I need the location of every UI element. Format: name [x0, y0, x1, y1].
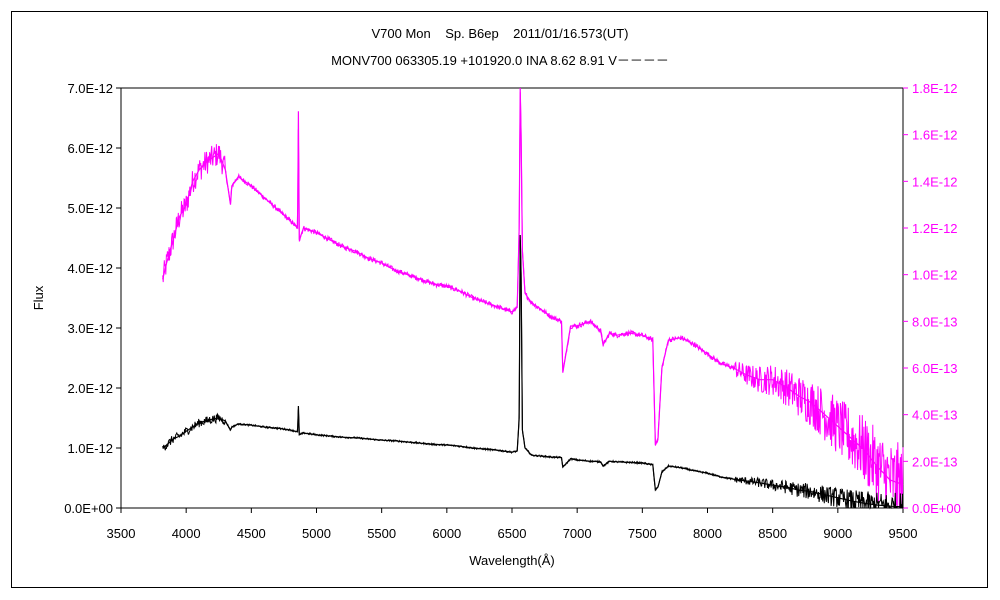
y-tick-label: 4.0E-12 — [67, 261, 113, 276]
y2-tick-label: 8.0E-13 — [912, 314, 958, 329]
x-tick-label: 3500 — [107, 526, 136, 541]
series-line — [162, 87, 904, 486]
y2-tick-label: 1.4E-12 — [912, 174, 958, 189]
y-tick-label: 1.0E-12 — [67, 441, 113, 456]
y-tick-label: 2.0E-12 — [67, 381, 113, 396]
x-axis: 3500 4000 4500 5000 5500 6000 6500 7000 7500 8000… — [107, 508, 918, 541]
chart-frame — [11, 11, 988, 588]
y2-tick-label: 1.8E-12 — [912, 81, 958, 96]
y2-tick-label: 1.6E-12 — [912, 128, 958, 143]
x-axis-label: Wavelength(Å) — [469, 553, 555, 568]
x-tick-label: 7500 — [628, 526, 657, 541]
x-tick-label: 6500 — [498, 526, 527, 541]
x-tick-label: 4000 — [172, 526, 201, 541]
y2-tick-label: 1.0E-12 — [912, 268, 958, 283]
x-tick-label: 6000 — [432, 526, 461, 541]
x-tick-label: 7000 — [563, 526, 592, 541]
x-tick-label: 9000 — [823, 526, 852, 541]
y-axis-label: Flux — [31, 285, 46, 310]
y-axis-right: 0.0E+00 2.0E-13 4.0E-13 6.0E-13 8.0E-13 1.0E-… — [903, 81, 961, 516]
series-right-axis — [162, 87, 904, 509]
y2-tick-label: 6.0E-13 — [912, 361, 958, 376]
y2-tick-label: 2.0E-13 — [912, 454, 958, 469]
plot-area — [120, 87, 904, 509]
y-tick-label: 6.0E-12 — [67, 141, 113, 156]
y-tick-label: 0.0E+00 — [64, 501, 113, 516]
y2-tick-label: 1.2E-12 — [912, 221, 958, 236]
x-tick-label: 4500 — [237, 526, 266, 541]
x-tick-label: 8500 — [758, 526, 787, 541]
y-tick-label: 5.0E-12 — [67, 201, 113, 216]
x-tick-label: 5500 — [367, 526, 396, 541]
y2-tick-label: 4.0E-13 — [912, 408, 958, 423]
chart-subtitle: MONV700 063305.19 +101920.0 INA 8.62 8.9… — [331, 53, 669, 68]
chart-title: V700 Mon Sp. B6ep 2011/01/16.573(UT) — [371, 26, 629, 41]
series-layer — [162, 87, 904, 510]
y-axis-left: 0.0E+00 1.0E-12 2.0E-12 3.0E-12 4.0E-12 5.0E-… — [64, 81, 121, 516]
x-tick-label: 8000 — [693, 526, 722, 541]
x-tick-label: 5000 — [302, 526, 331, 541]
series-line-noise — [162, 92, 904, 509]
y-tick-label: 7.0E-12 — [67, 81, 113, 96]
series-left-axis — [162, 234, 904, 510]
x-tick-label: 9500 — [889, 526, 918, 541]
series-line — [162, 234, 904, 508]
y2-tick-label: 0.0E+00 — [912, 501, 961, 516]
y-tick-label: 3.0E-12 — [67, 321, 113, 336]
